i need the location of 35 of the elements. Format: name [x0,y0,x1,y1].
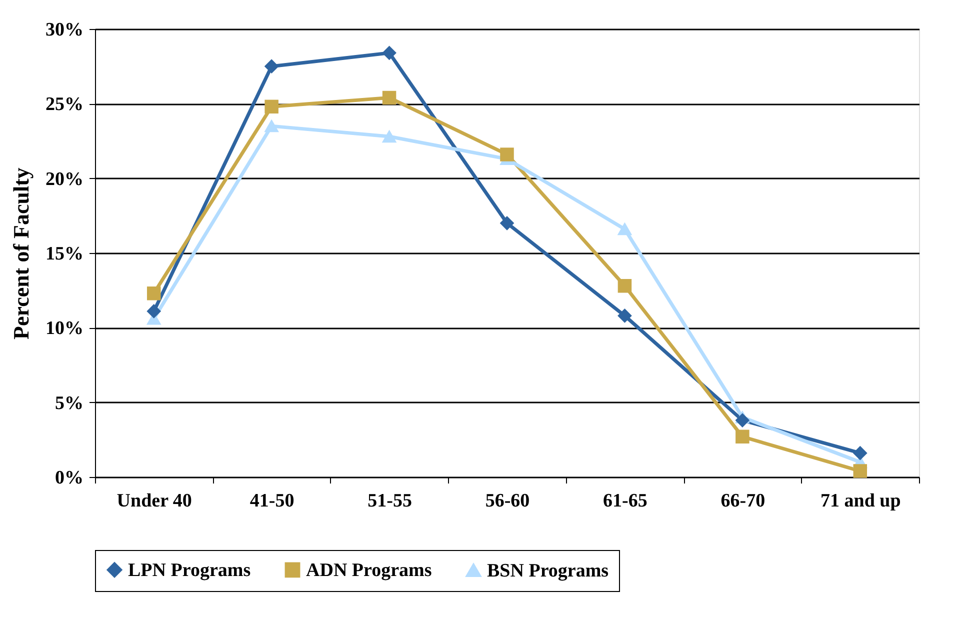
point [146,286,161,300]
point [382,90,396,105]
x-tick-label: 51-55 [368,490,412,512]
point [618,278,632,293]
point [736,430,750,444]
point [736,413,750,428]
x-tick-label: 41-50 [250,490,294,512]
point [853,464,868,478]
y-tick-label: 15% [46,244,84,264]
y-tick-label: 10% [46,318,84,340]
legend-label: BSN Programs [487,560,609,582]
y-tick-label: 25% [46,94,84,116]
point [618,308,632,323]
x-tick-label: 71 and up [820,490,901,512]
y-tick-label: 5% [55,392,84,414]
x-tick-label: 61-65 [603,490,648,512]
y-axis-title: Percent of Faculty [8,168,34,340]
point [264,100,278,114]
x-tick-label: 56-60 [485,490,530,512]
legend-label: ADN Programs [306,560,432,581]
point [618,223,632,236]
point [382,130,396,143]
point [382,46,396,60]
point [853,446,868,460]
point [500,148,514,162]
x-tick-label: 66-70 [720,490,766,512]
y-tick-label: 20% [46,168,84,190]
y-tick-label: 30% [46,20,84,40]
point [264,120,278,132]
legend-label: LPN Programs [128,560,251,581]
x-tick-label: Under 40 [116,490,192,512]
point [264,59,278,74]
point [500,216,514,230]
y-tick-label: 0% [55,468,84,488]
point [146,304,161,318]
